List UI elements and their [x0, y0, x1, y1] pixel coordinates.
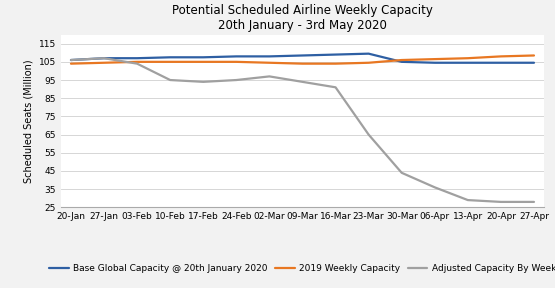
Adjusted Capacity By Week: [266, 75, 273, 78]
Adjusted Capacity By Week: [200, 80, 206, 84]
Base Global Capacity @ 20th January 2020: [134, 56, 140, 60]
Adjusted Capacity By Week: [332, 86, 339, 89]
Base Global Capacity @ 20th January 2020: [431, 61, 438, 65]
2019 Weekly Capacity: [398, 58, 405, 62]
Adjusted Capacity By Week: [431, 186, 438, 189]
2019 Weekly Capacity: [200, 60, 206, 64]
Line: Adjusted Capacity By Week: Adjusted Capacity By Week: [71, 58, 534, 202]
Adjusted Capacity By Week: [498, 200, 504, 204]
Base Global Capacity @ 20th January 2020: [531, 61, 537, 65]
2019 Weekly Capacity: [465, 56, 471, 60]
2019 Weekly Capacity: [531, 54, 537, 57]
Line: Base Global Capacity @ 20th January 2020: Base Global Capacity @ 20th January 2020: [71, 54, 534, 63]
2019 Weekly Capacity: [299, 62, 306, 65]
Adjusted Capacity By Week: [100, 56, 107, 60]
2019 Weekly Capacity: [431, 57, 438, 61]
2019 Weekly Capacity: [365, 61, 372, 65]
Base Global Capacity @ 20th January 2020: [200, 56, 206, 59]
Base Global Capacity @ 20th January 2020: [465, 61, 471, 65]
Adjusted Capacity By Week: [299, 80, 306, 84]
Adjusted Capacity By Week: [134, 62, 140, 65]
2019 Weekly Capacity: [134, 60, 140, 64]
Line: 2019 Weekly Capacity: 2019 Weekly Capacity: [71, 56, 534, 64]
Adjusted Capacity By Week: [398, 171, 405, 175]
2019 Weekly Capacity: [233, 60, 240, 64]
Base Global Capacity @ 20th January 2020: [266, 55, 273, 58]
2019 Weekly Capacity: [498, 55, 504, 58]
Base Global Capacity @ 20th January 2020: [167, 56, 174, 59]
Base Global Capacity @ 20th January 2020: [100, 56, 107, 60]
Adjusted Capacity By Week: [465, 198, 471, 202]
Adjusted Capacity By Week: [68, 58, 74, 62]
2019 Weekly Capacity: [266, 61, 273, 65]
Adjusted Capacity By Week: [365, 133, 372, 136]
Adjusted Capacity By Week: [167, 78, 174, 82]
Base Global Capacity @ 20th January 2020: [365, 52, 372, 55]
Title: Potential Scheduled Airline Weekly Capacity
20th January - 3rd May 2020: Potential Scheduled Airline Weekly Capac…: [172, 4, 433, 32]
Legend: Base Global Capacity @ 20th January 2020, 2019 Weekly Capacity, Adjusted Capacit: Base Global Capacity @ 20th January 2020…: [45, 260, 555, 276]
Base Global Capacity @ 20th January 2020: [68, 58, 74, 62]
Y-axis label: Scheduled Seats (Million): Scheduled Seats (Million): [23, 59, 33, 183]
2019 Weekly Capacity: [332, 62, 339, 65]
2019 Weekly Capacity: [100, 61, 107, 65]
Base Global Capacity @ 20th January 2020: [299, 54, 306, 57]
Adjusted Capacity By Week: [233, 78, 240, 82]
2019 Weekly Capacity: [68, 62, 74, 65]
2019 Weekly Capacity: [167, 60, 174, 64]
Base Global Capacity @ 20th January 2020: [498, 61, 504, 65]
Base Global Capacity @ 20th January 2020: [398, 60, 405, 64]
Adjusted Capacity By Week: [531, 200, 537, 204]
Base Global Capacity @ 20th January 2020: [233, 55, 240, 58]
Base Global Capacity @ 20th January 2020: [332, 53, 339, 56]
